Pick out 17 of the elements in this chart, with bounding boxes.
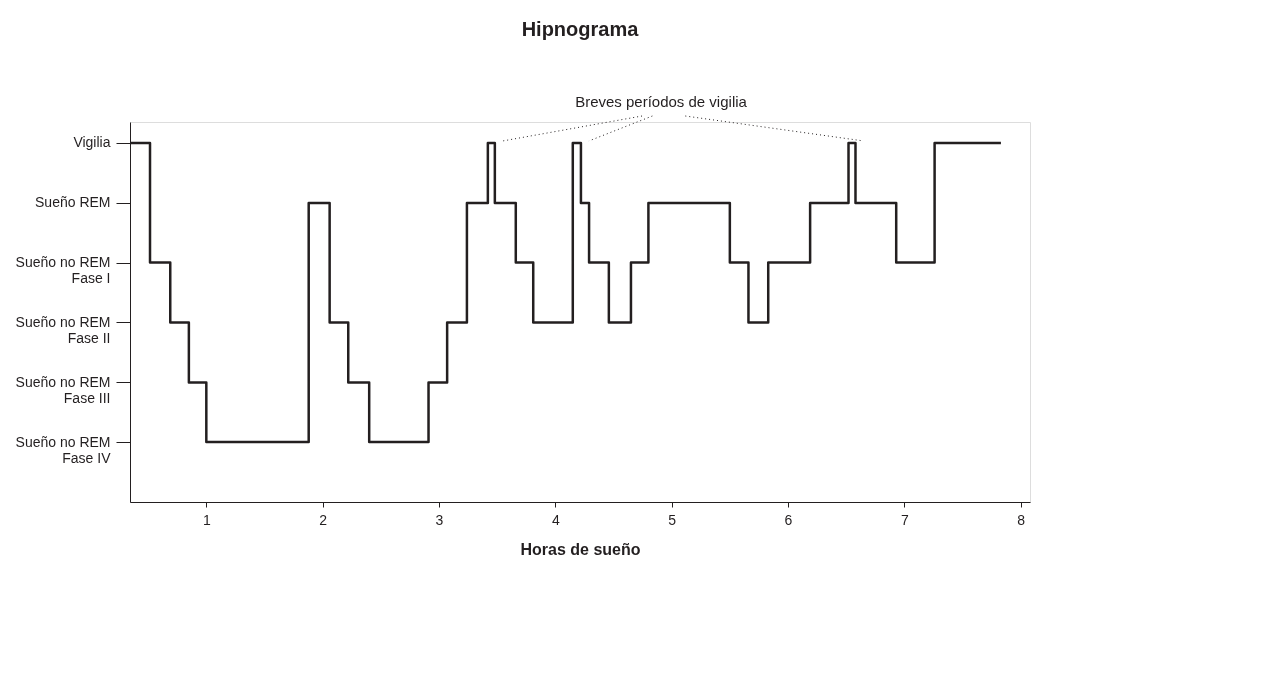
x-tick-label: 8 — [1017, 511, 1026, 528]
category-label: Sueño no REM Fase II — [15, 313, 111, 346]
category-label: Vigilia — [73, 134, 111, 151]
x-tick-label: 5 — [668, 511, 677, 528]
category-label: Sueño no REM Fase IV — [15, 433, 111, 466]
x-tick-label: 1 — [202, 511, 211, 528]
category-label: Sueño no REM Fase I — [15, 254, 111, 287]
text: Breves períodos de vigilia — [575, 93, 748, 110]
x-axis-title: Horas de sueño — [520, 540, 641, 558]
x-tick-label: 7 — [900, 511, 909, 528]
x-tick-label: 4 — [551, 511, 560, 528]
category-label: Sueño no REM Fase III — [15, 373, 111, 406]
x-tick-label: 2 — [319, 511, 328, 528]
category-label: Sueño REM — [35, 194, 111, 211]
chart-title: Hipnograma — [521, 18, 640, 40]
x-tick-label: 3 — [435, 511, 444, 528]
x-tick-label: 6 — [784, 511, 793, 528]
